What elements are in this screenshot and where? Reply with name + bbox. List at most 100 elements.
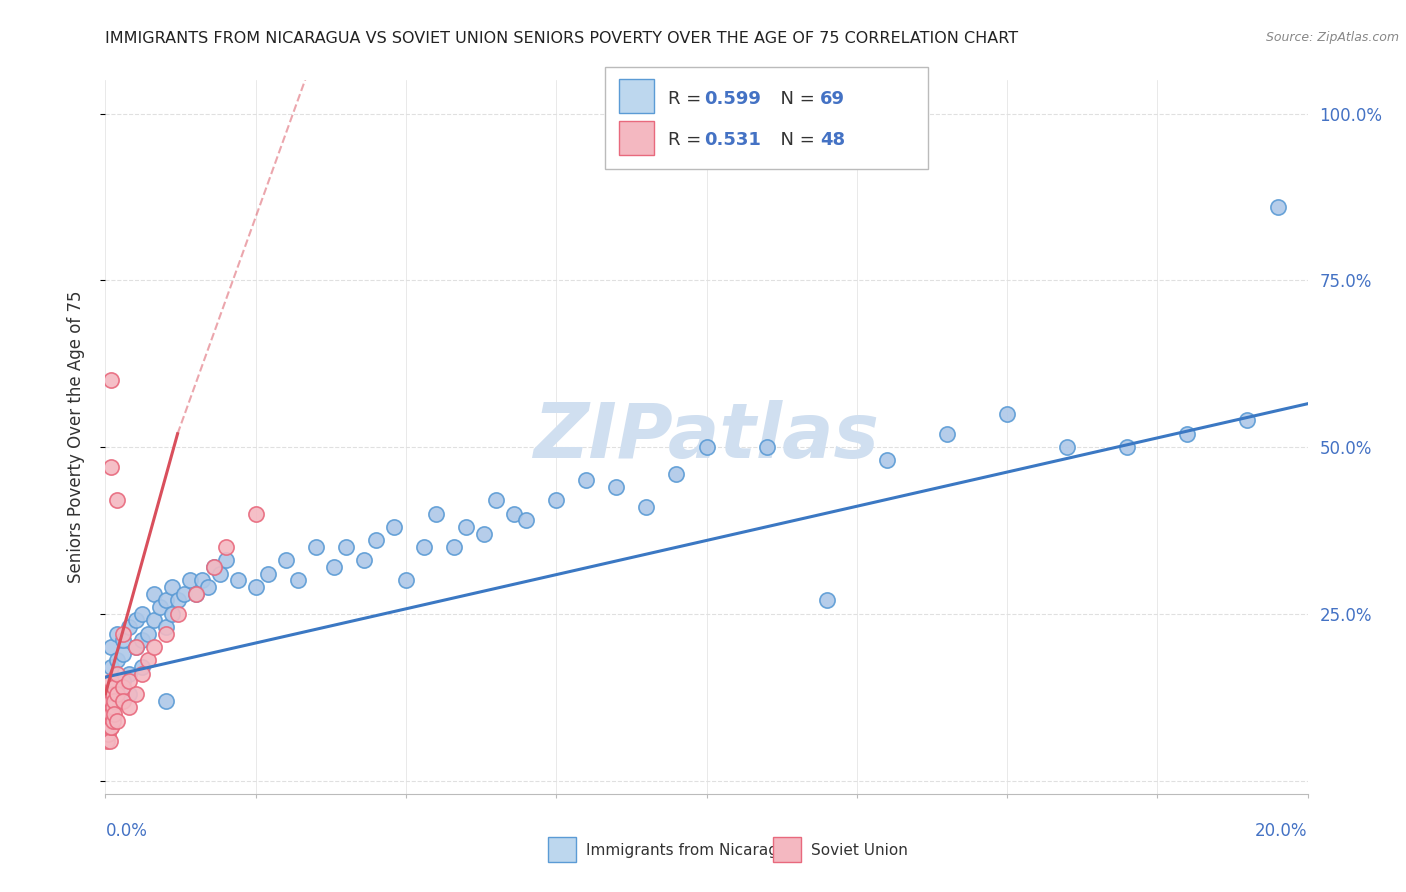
Point — [97, 687, 120, 701]
Point — [100, 700, 122, 714]
Point — [97, 700, 120, 714]
Point — [118, 620, 141, 634]
Text: R =: R = — [668, 90, 707, 108]
Point — [1056, 440, 1078, 454]
Point — [1116, 440, 1139, 454]
Point — [443, 540, 465, 554]
Point — [101, 714, 124, 728]
Point — [100, 640, 122, 655]
Point — [184, 587, 207, 601]
Point — [1175, 426, 1198, 441]
Text: Soviet Union: Soviet Union — [811, 843, 908, 857]
Point — [131, 666, 153, 681]
Text: N =: N = — [769, 90, 821, 108]
Point — [124, 614, 146, 628]
Point — [118, 700, 141, 714]
Point — [107, 666, 129, 681]
Point — [96, 706, 118, 721]
Point — [107, 653, 129, 667]
Point — [98, 693, 121, 707]
Point — [103, 706, 125, 721]
Point — [103, 693, 125, 707]
Point — [98, 714, 121, 728]
Point — [118, 687, 141, 701]
Point — [166, 593, 188, 607]
Point — [287, 574, 309, 588]
Point — [815, 593, 838, 607]
Point — [112, 627, 135, 641]
Point — [485, 493, 508, 508]
Point — [112, 647, 135, 661]
Point — [226, 574, 249, 588]
Point — [160, 580, 183, 594]
Text: IMMIGRANTS FROM NICARAGUA VS SOVIET UNION SENIORS POVERTY OVER THE AGE OF 75 COR: IMMIGRANTS FROM NICARAGUA VS SOVIET UNIO… — [105, 31, 1018, 46]
Point — [112, 680, 135, 694]
Text: R =: R = — [668, 131, 707, 149]
Point — [335, 540, 357, 554]
Point — [503, 507, 526, 521]
Point — [124, 687, 146, 701]
Text: Immigrants from Nicaragua: Immigrants from Nicaragua — [586, 843, 797, 857]
Text: Source: ZipAtlas.com: Source: ZipAtlas.com — [1265, 31, 1399, 45]
Point — [124, 640, 146, 655]
Point — [245, 580, 267, 594]
Point — [97, 727, 120, 741]
Point — [322, 560, 344, 574]
Point — [131, 607, 153, 621]
Point — [142, 614, 165, 628]
Point — [214, 553, 236, 567]
Point — [155, 693, 177, 707]
Point — [995, 407, 1018, 421]
Point — [755, 440, 778, 454]
Point — [118, 673, 141, 688]
Point — [155, 593, 177, 607]
Point — [103, 700, 125, 714]
Point — [155, 620, 177, 634]
Point — [202, 560, 225, 574]
Point — [131, 660, 153, 674]
Point — [245, 507, 267, 521]
Point — [1267, 200, 1289, 214]
Point — [148, 600, 170, 615]
Point — [155, 627, 177, 641]
Point — [305, 540, 328, 554]
Point — [166, 607, 188, 621]
Point — [546, 493, 568, 508]
Point — [103, 680, 125, 694]
Point — [100, 460, 122, 475]
Point — [112, 673, 135, 688]
Point — [136, 653, 159, 667]
Point — [173, 587, 195, 601]
Point — [107, 627, 129, 641]
Point — [98, 720, 121, 734]
Point — [107, 714, 129, 728]
Point — [575, 474, 598, 488]
Text: 0.0%: 0.0% — [105, 822, 148, 840]
Point — [636, 500, 658, 515]
Point — [208, 566, 231, 581]
Point — [100, 720, 122, 734]
Point — [353, 553, 375, 567]
Point — [98, 706, 121, 721]
Point — [197, 580, 219, 594]
Point — [100, 373, 122, 387]
Point — [160, 607, 183, 621]
Point — [101, 687, 124, 701]
Point — [425, 507, 447, 521]
Point — [136, 627, 159, 641]
Point — [936, 426, 959, 441]
Point — [107, 493, 129, 508]
Text: 69: 69 — [820, 90, 845, 108]
Point — [100, 706, 122, 721]
Point — [665, 467, 688, 481]
Text: 0.599: 0.599 — [704, 90, 761, 108]
Y-axis label: Seniors Poverty Over the Age of 75: Seniors Poverty Over the Age of 75 — [66, 291, 84, 583]
Text: 48: 48 — [820, 131, 845, 149]
Point — [107, 687, 129, 701]
Point — [274, 553, 297, 567]
Text: N =: N = — [769, 131, 821, 149]
Point — [190, 574, 212, 588]
Point — [98, 733, 121, 747]
Point — [100, 693, 122, 707]
Point — [214, 540, 236, 554]
